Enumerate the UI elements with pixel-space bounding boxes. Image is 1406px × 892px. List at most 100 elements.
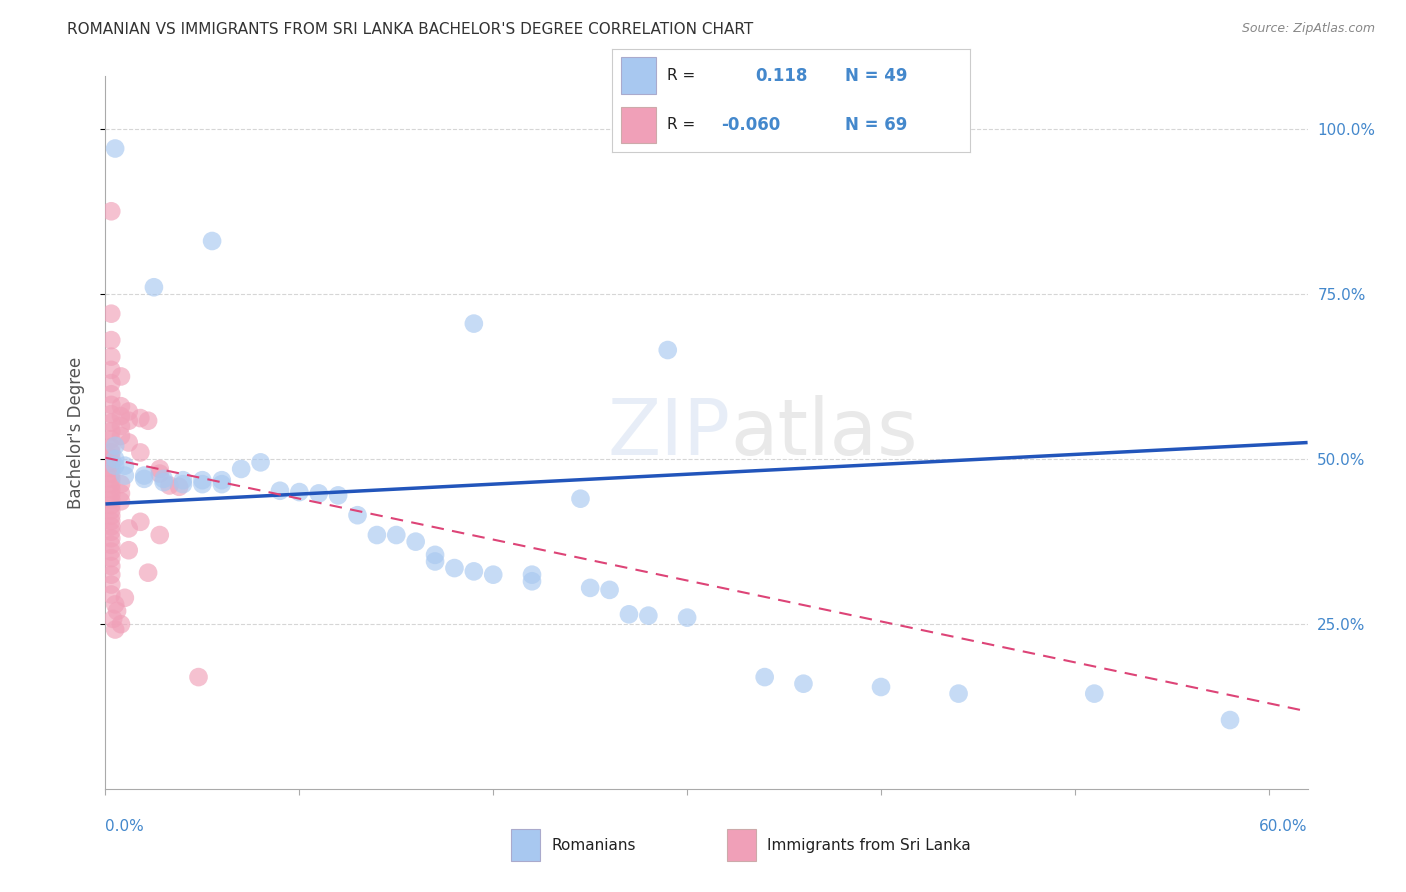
Point bbox=[110, 477, 132, 491]
Point bbox=[100, 416, 122, 430]
Point bbox=[579, 581, 602, 595]
Point bbox=[100, 307, 122, 321]
Point bbox=[100, 493, 122, 508]
Point bbox=[657, 343, 679, 357]
Point bbox=[100, 503, 122, 517]
Point bbox=[100, 577, 122, 591]
Point bbox=[159, 478, 181, 492]
Point bbox=[100, 514, 122, 528]
Point bbox=[100, 467, 122, 481]
Point bbox=[637, 608, 659, 623]
Point bbox=[520, 574, 543, 589]
Point bbox=[249, 455, 271, 469]
Point bbox=[385, 528, 408, 542]
Point bbox=[103, 612, 125, 626]
Point bbox=[100, 472, 122, 486]
Text: 0.118: 0.118 bbox=[755, 67, 807, 85]
Point bbox=[1083, 687, 1105, 701]
Point bbox=[104, 458, 127, 473]
Point bbox=[463, 565, 485, 579]
Point bbox=[110, 494, 132, 508]
Text: Romanians: Romanians bbox=[551, 838, 636, 853]
Point bbox=[1219, 713, 1241, 727]
Point bbox=[100, 498, 122, 512]
Point bbox=[118, 521, 141, 535]
Point bbox=[118, 404, 141, 418]
Point bbox=[754, 670, 776, 684]
Point bbox=[110, 369, 132, 384]
Text: Immigrants from Sri Lanka: Immigrants from Sri Lanka bbox=[768, 838, 972, 853]
Text: ROMANIAN VS IMMIGRANTS FROM SRI LANKA BACHELOR'S DEGREE CORRELATION CHART: ROMANIAN VS IMMIGRANTS FROM SRI LANKA BA… bbox=[67, 22, 754, 37]
Point bbox=[423, 548, 446, 562]
Point bbox=[110, 429, 132, 443]
Point bbox=[231, 462, 253, 476]
Point bbox=[114, 458, 136, 473]
Point bbox=[308, 486, 330, 500]
Point bbox=[100, 559, 122, 574]
Point bbox=[191, 477, 214, 491]
Point bbox=[172, 477, 194, 491]
Point bbox=[118, 435, 141, 450]
Point bbox=[129, 515, 152, 529]
Text: 60.0%: 60.0% bbox=[1260, 820, 1308, 834]
Point bbox=[346, 508, 368, 523]
Point bbox=[100, 544, 122, 558]
Point bbox=[149, 528, 172, 542]
Point bbox=[104, 598, 127, 612]
Point bbox=[110, 409, 132, 423]
Point bbox=[118, 414, 141, 428]
Point bbox=[211, 477, 233, 491]
Point bbox=[142, 280, 165, 294]
Point bbox=[792, 676, 814, 690]
Text: N = 49: N = 49 bbox=[845, 67, 907, 85]
Text: 0.0%: 0.0% bbox=[105, 820, 145, 834]
Point bbox=[104, 439, 127, 453]
Point bbox=[100, 524, 122, 539]
Point bbox=[136, 566, 159, 580]
Point bbox=[100, 587, 122, 601]
Point bbox=[676, 610, 699, 624]
Point bbox=[948, 687, 970, 701]
Point bbox=[152, 472, 174, 486]
Bar bbox=[620, 106, 657, 144]
Point bbox=[100, 333, 122, 347]
Bar bbox=[510, 830, 540, 862]
Point bbox=[100, 350, 122, 364]
Point bbox=[100, 483, 122, 497]
Point bbox=[172, 473, 194, 487]
Point bbox=[599, 582, 621, 597]
Point bbox=[100, 551, 122, 566]
Point bbox=[100, 461, 122, 475]
Point bbox=[100, 407, 122, 421]
Point bbox=[104, 452, 127, 467]
Point bbox=[118, 543, 141, 558]
Bar bbox=[727, 830, 756, 862]
Point bbox=[100, 477, 122, 491]
Point bbox=[129, 445, 152, 459]
Point bbox=[187, 670, 209, 684]
Point bbox=[443, 561, 465, 575]
Bar bbox=[620, 57, 657, 95]
Point bbox=[100, 532, 122, 546]
Point bbox=[136, 414, 159, 428]
Point bbox=[110, 486, 132, 500]
Text: R =: R = bbox=[668, 118, 700, 133]
Point bbox=[134, 472, 156, 486]
Text: N = 69: N = 69 bbox=[845, 116, 907, 134]
Text: atlas: atlas bbox=[731, 394, 918, 471]
Point bbox=[100, 488, 122, 502]
Point bbox=[569, 491, 592, 506]
Point bbox=[326, 488, 349, 502]
Point bbox=[104, 623, 127, 637]
Point bbox=[104, 141, 127, 155]
Point bbox=[100, 450, 122, 465]
Text: -0.060: -0.060 bbox=[721, 116, 780, 134]
Point bbox=[100, 567, 122, 582]
Point bbox=[100, 376, 122, 390]
Point bbox=[129, 411, 152, 425]
Point bbox=[100, 445, 122, 459]
Point bbox=[100, 519, 122, 533]
Point bbox=[100, 387, 122, 401]
Point bbox=[152, 475, 174, 490]
Point bbox=[617, 607, 640, 622]
